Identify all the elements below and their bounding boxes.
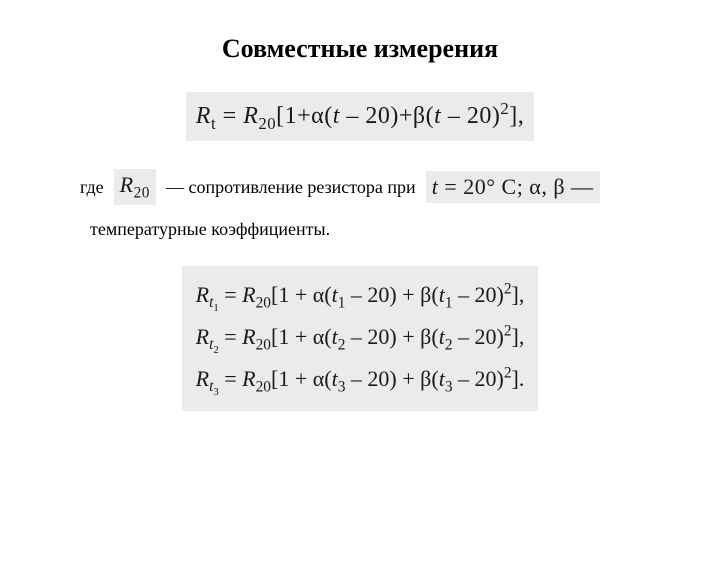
explanation-line-2: температурные коэффициенты. <box>90 219 640 240</box>
condition-scan: t = 20° C; α, β — <box>426 171 600 204</box>
system-row: Rt3 = R20[1 + α(t3 – 20) + β(t3 – 20)2]. <box>196 360 525 402</box>
formula-system: Rt1 = R20[1 + α(t1 – 20) + β(t1 – 20)2],… <box>182 266 539 411</box>
resist-text: — сопротивление резистора при <box>166 172 416 203</box>
formula-system-scan: Rt1 = R20[1 + α(t1 – 20) + β(t1 – 20)2],… <box>182 266 539 411</box>
page-title: Совместные измерения <box>0 34 720 64</box>
explanation-line-1: где R20 — сопротивление резистора при t … <box>80 169 640 205</box>
main-formula-scan: Rt = R20[1+α(t – 20)+β(t – 20)2], <box>186 92 534 141</box>
system-row: Rt2 = R20[1 + α(t2 – 20) + β(t2 – 20)2], <box>196 318 525 360</box>
r20-symbol: R20 <box>114 169 156 205</box>
system-row: Rt1 = R20[1 + α(t1 – 20) + β(t1 – 20)2], <box>196 276 525 318</box>
where-label: где <box>80 172 104 203</box>
main-formula: Rt = R20[1+α(t – 20)+β(t – 20)2], <box>186 92 534 141</box>
